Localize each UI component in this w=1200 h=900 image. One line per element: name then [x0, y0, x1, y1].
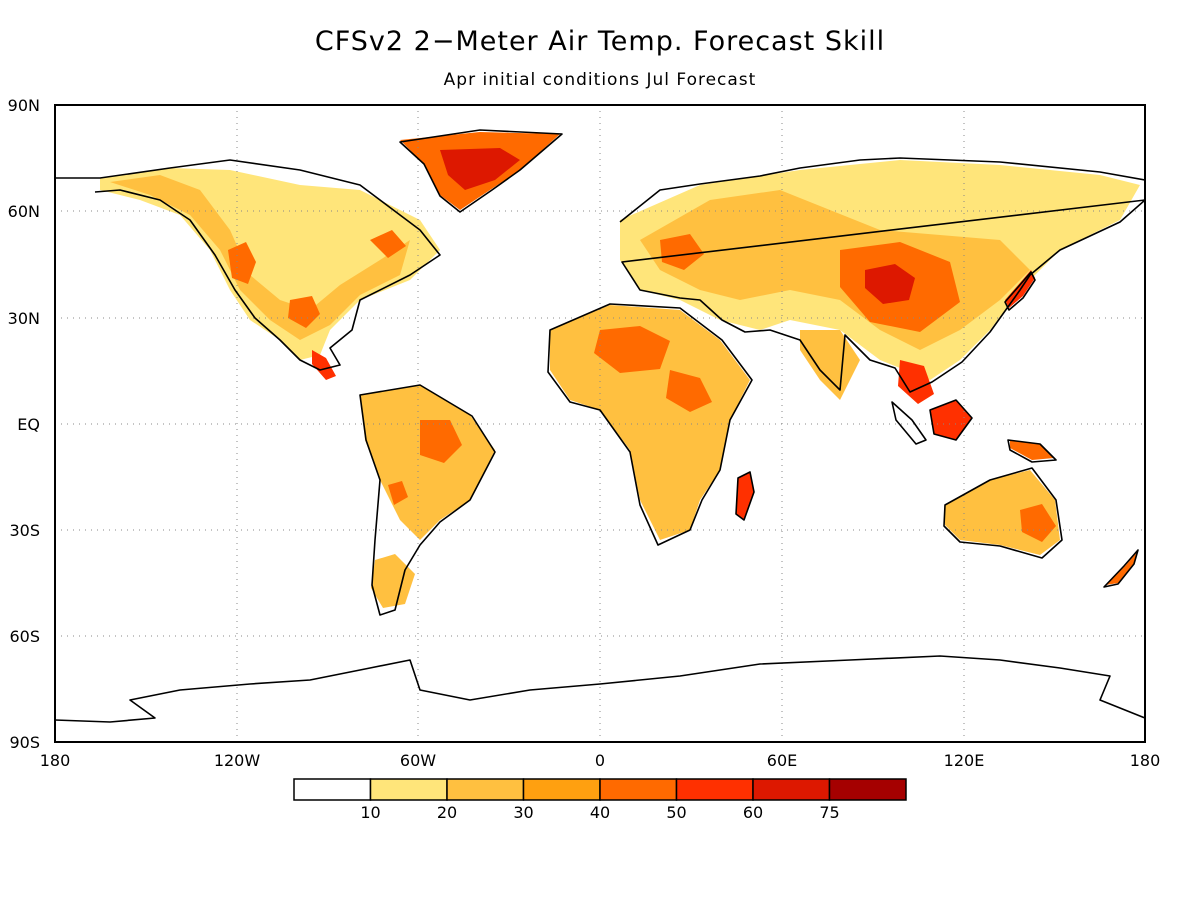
colorbar-label: 30: [513, 803, 533, 822]
grid-lines: [55, 105, 1145, 742]
coast-antarctica: [54, 655, 1146, 723]
lon-label: 60W: [400, 751, 436, 770]
coast-newguinea: [1007, 439, 1057, 463]
lat-label: 90S: [9, 733, 40, 752]
colorbar-swatch: [752, 778, 831, 801]
region-north-america-mid: [110, 175, 410, 340]
lon-label: 120W: [214, 751, 261, 770]
region-sa-south: [371, 554, 415, 608]
map-title: CFSv2 2−Meter Air Temp. Forecast Skill: [314, 26, 886, 57]
region-na-hot-3: [312, 350, 336, 380]
latitude-labels: 90N 60N 30N EQ 30S 60S 90S: [8, 96, 40, 752]
coastlines: [54, 129, 1146, 723]
coast-south-america: [359, 384, 496, 616]
longitude-labels: 180 120W 60W 0 60E 120E 180: [40, 751, 1161, 770]
coast-sumatra: [891, 401, 927, 445]
coast-greenland: [399, 129, 563, 213]
region-europe-hot: [660, 234, 704, 270]
region-greenland-core: [440, 148, 520, 190]
region-australia-hot: [1020, 504, 1056, 542]
lon-label: 180: [40, 751, 71, 770]
lon-label: 60E: [767, 751, 797, 770]
colorbar-label: 40: [590, 803, 610, 822]
region-africa-hot-2: [666, 370, 712, 412]
region-asia-hot-2: [865, 264, 915, 304]
colorbar-swatch: [599, 778, 678, 801]
colorbar-label: 60: [743, 803, 763, 822]
lat-label: 90N: [8, 96, 40, 115]
colorbar-swatch: [293, 778, 372, 801]
region-south-america: [360, 385, 495, 540]
lat-label: 60S: [9, 627, 40, 646]
lon-label: 120E: [944, 751, 985, 770]
lat-label: 30S: [9, 521, 40, 540]
lon-label: 0: [595, 751, 605, 770]
region-india: [800, 330, 860, 400]
region-sa-hot-2: [388, 481, 408, 505]
coast-eurasia: [619, 157, 1146, 393]
colorbar-label: 10: [360, 803, 380, 822]
colorbar-swatch: [675, 778, 754, 801]
region-newguinea: [1010, 440, 1054, 460]
region-na-hot-4: [370, 230, 406, 258]
map-frame: [54, 104, 1146, 743]
region-sa-hot-1: [420, 420, 462, 463]
region-seasia-hot: [898, 360, 934, 404]
colorbar-swatch: [522, 778, 601, 801]
lat-label: EQ: [17, 415, 40, 434]
colorbar-swatch: [446, 778, 525, 801]
colorbar-label: 50: [666, 803, 686, 822]
coast-borneo: [929, 399, 973, 441]
colorbar-swatch: [828, 778, 907, 801]
colorbar: 10 20 30 40 50 60 75: [293, 778, 907, 822]
region-africa-hot-1: [594, 326, 670, 373]
coast-australia: [943, 467, 1063, 559]
skill-shading: [100, 132, 1140, 608]
colorbar-swatch: [369, 778, 448, 801]
coast-africa: [547, 303, 753, 546]
region-na-hot-1: [228, 242, 256, 284]
lat-label: 60N: [8, 202, 40, 221]
coast-madagascar: [735, 471, 755, 521]
region-borneo: [930, 400, 972, 440]
region-madagascar: [736, 472, 754, 520]
region-na-hot-2: [288, 296, 320, 328]
lat-label: 30N: [8, 309, 40, 328]
colorbar-label: 20: [437, 803, 457, 822]
coast-japan: [1004, 271, 1036, 311]
coast-new-zealand: [1103, 549, 1139, 588]
map-subtitle: Apr initial conditions Jul Forecast: [443, 70, 757, 90]
colorbar-label: 75: [819, 803, 839, 822]
lon-label: 180: [1130, 751, 1161, 770]
coast-north-america: [55, 159, 441, 371]
